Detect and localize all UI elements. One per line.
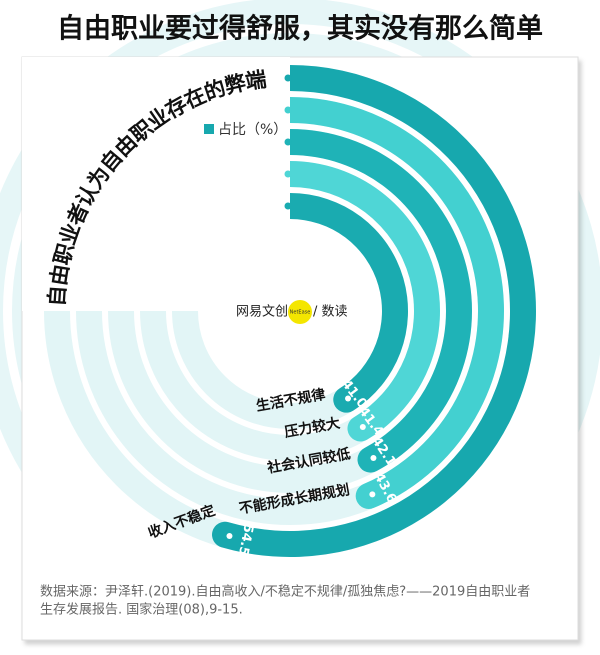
- end-dot: [370, 454, 377, 461]
- start-dot: [284, 106, 292, 114]
- source: 数据来源：尹泽轩.(2019).自由高收入/不稳定不规律/孤独焦虑?——2019…: [40, 584, 530, 600]
- quadrant-mask: [22, 57, 290, 311]
- page-title: 自由职业要过得舒服，其实没有那么简单: [57, 13, 543, 45]
- bar: [290, 129, 472, 473]
- value-label: 54.5: [235, 523, 256, 557]
- source: 生存发展报告. 国家治理(08),9-15.: [40, 602, 243, 618]
- start-dot: [284, 138, 292, 146]
- start-dot: [284, 170, 292, 178]
- end-dot: [359, 424, 366, 431]
- logo-text: 网易文创: [236, 305, 288, 320]
- bar: [290, 96, 505, 509]
- bar: [290, 161, 441, 442]
- logo-text: NetEase: [290, 310, 311, 316]
- start-dot: [284, 74, 292, 82]
- logo-circle: [288, 300, 312, 324]
- logo-text: / 数读: [313, 305, 348, 320]
- bar: [290, 193, 409, 413]
- end-dot: [369, 491, 376, 498]
- start-dot: [284, 202, 292, 210]
- plot: 54.5收入不稳定43.6不能形成长期规划42.1社会认同较低41.4压力较大4…: [22, 57, 537, 557]
- legend-swatch: [204, 124, 214, 134]
- end-dot: [226, 533, 233, 540]
- legend-label: 占比（%）: [218, 122, 287, 138]
- end-dot: [345, 395, 352, 402]
